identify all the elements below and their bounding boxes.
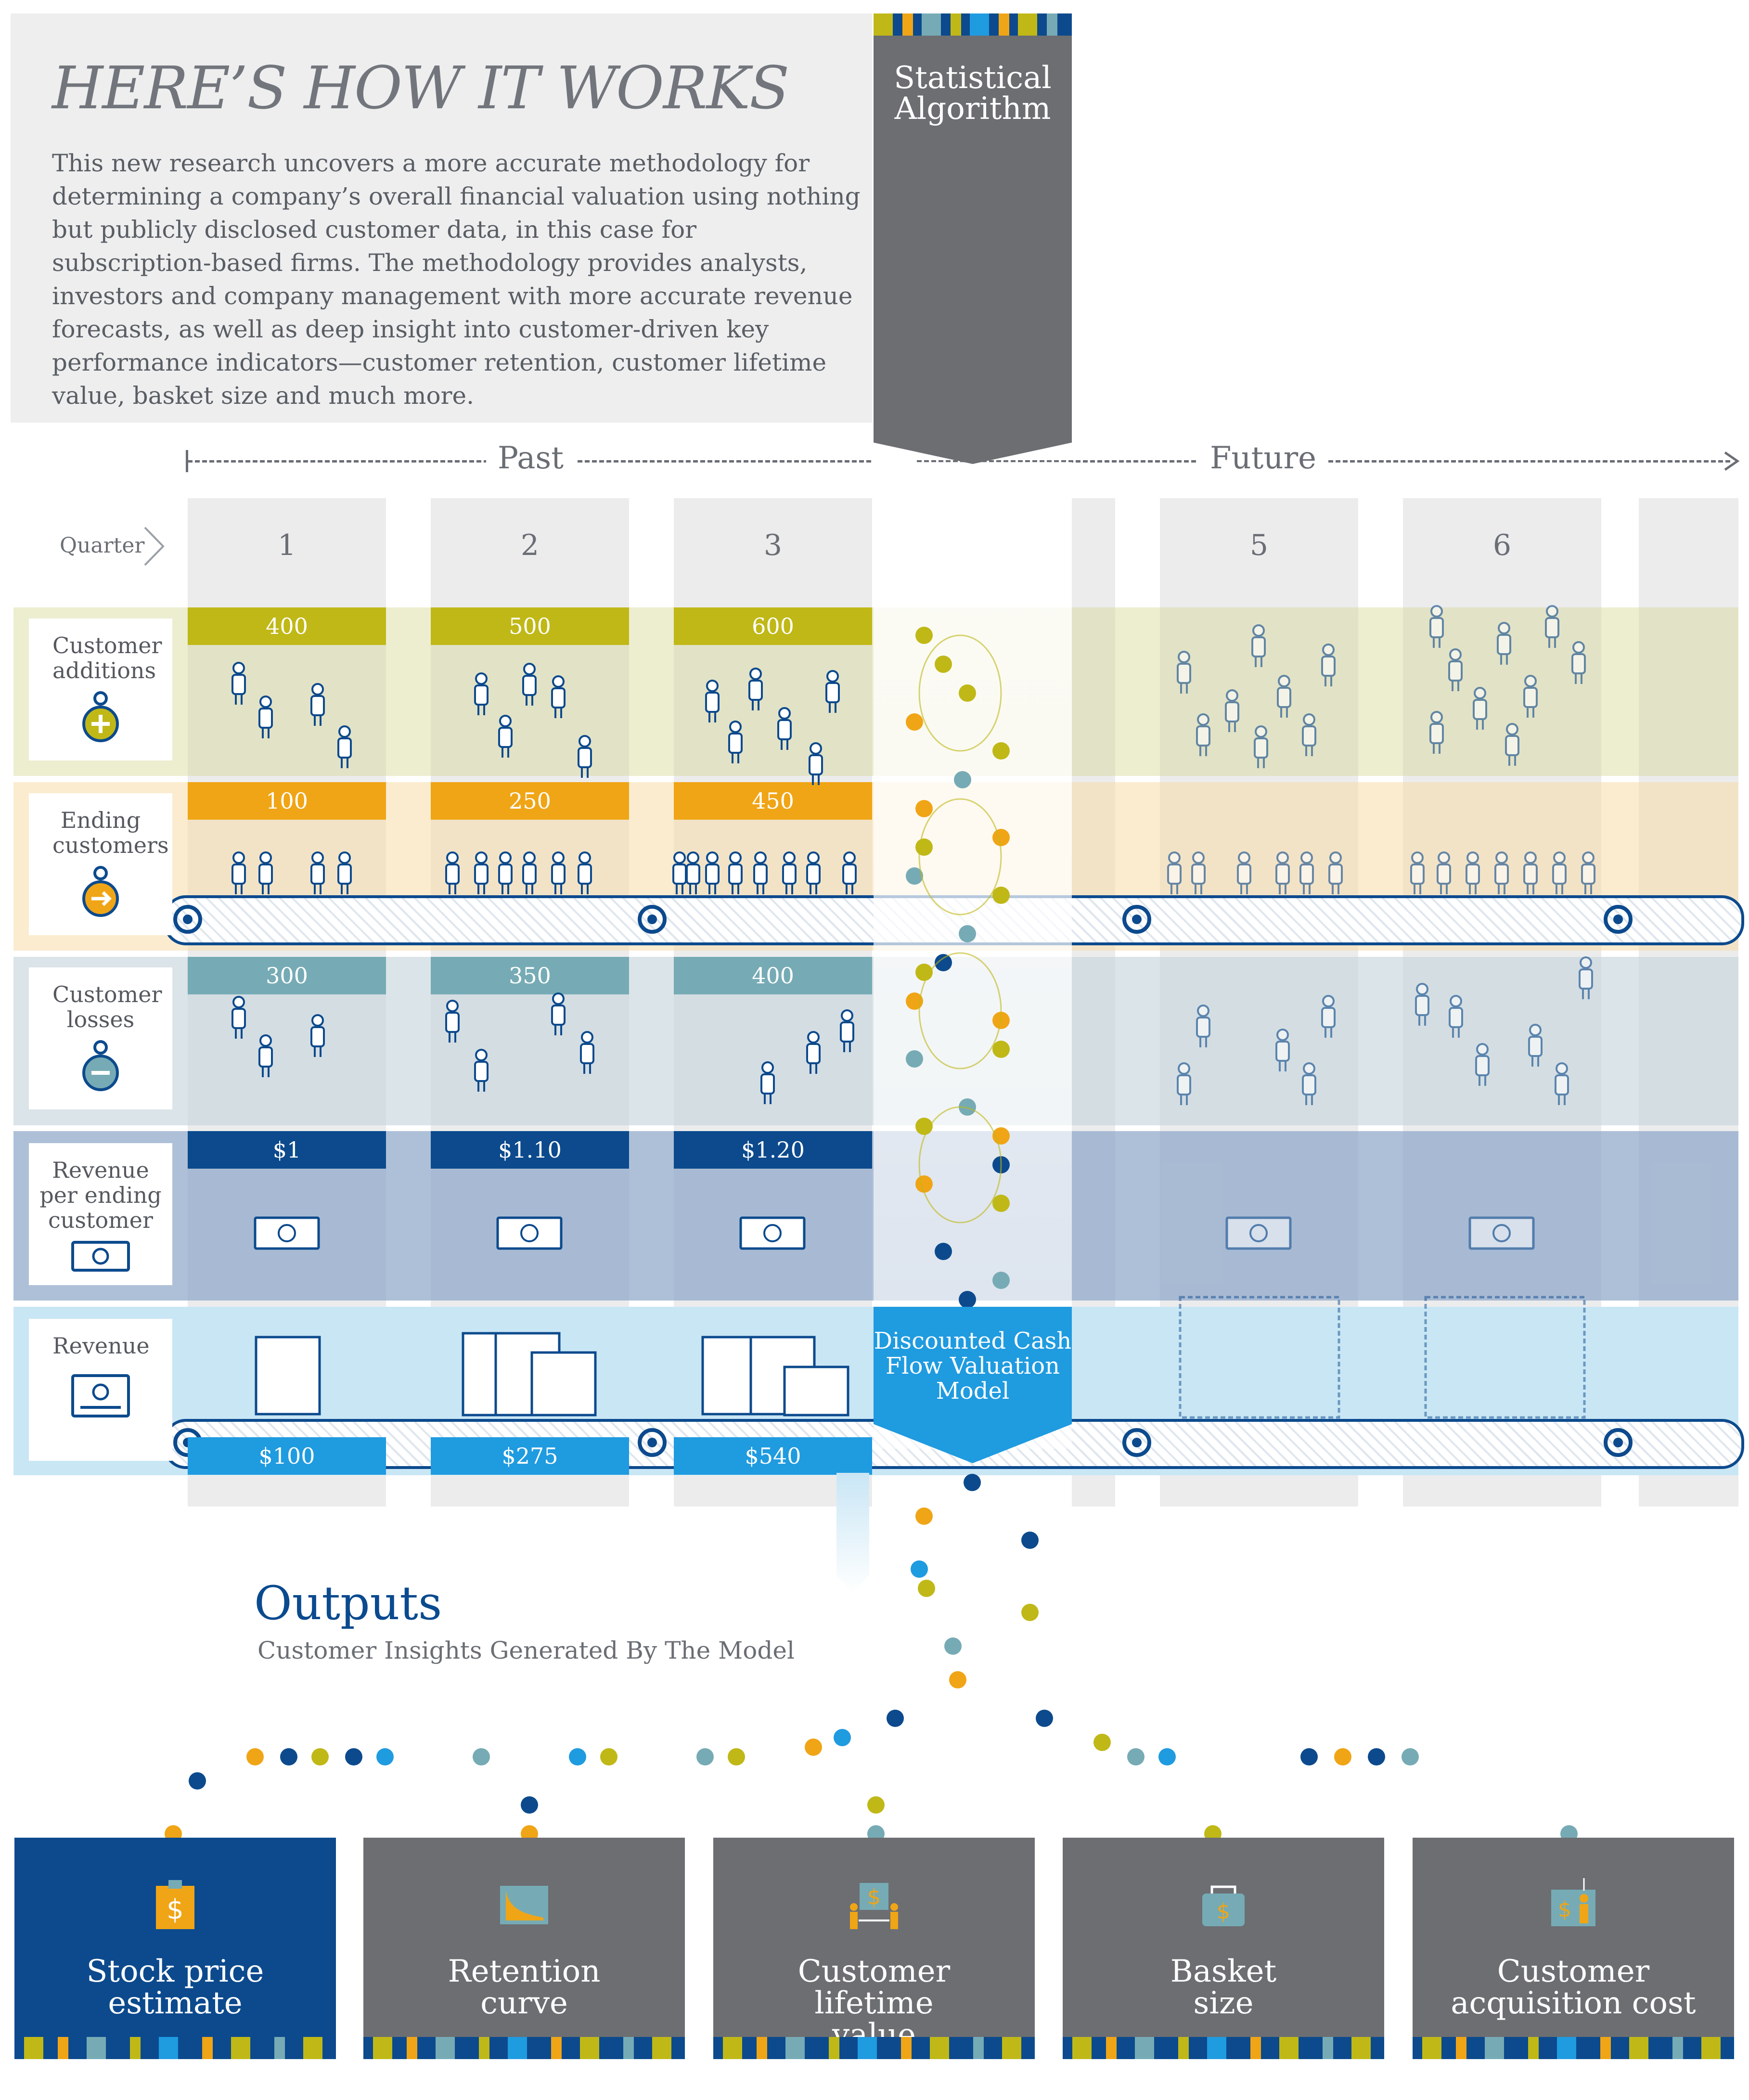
algorithm-label-line1: Statistical [894, 60, 1052, 96]
losses-label: Customer losses [52, 981, 162, 1032]
card-stripe-pattern [14, 2037, 336, 2059]
quarter-number-2: 2 [520, 528, 540, 562]
card-stripe-pattern [363, 2037, 685, 2059]
cash-bill-icon [71, 1241, 130, 1272]
future-timeline-arrow [1724, 451, 1740, 471]
additions-label: Customer additions [52, 632, 162, 683]
revenue-bill-stacks [255, 1296, 1586, 1419]
revenue-value-q1: $100 [188, 1437, 386, 1475]
algorithm-stripe-pattern [874, 13, 1072, 36]
quarter-label: Quarter [60, 533, 145, 558]
page-title: HERE’S HOW IT WORKS [52, 54, 789, 122]
quarter-number-3: 3 [763, 528, 783, 562]
valuation-model-label: Discounted Cash Flow Valuation Model [874, 1327, 1072, 1404]
revenue-per-label-box: Revenue per ending customer [29, 1143, 172, 1285]
additions-value-q1: 400 [188, 607, 386, 645]
output-card-basket-size: $ Basket size [1063, 1838, 1384, 2059]
output-card-lifetime-value: $ Customer lifetime value [713, 1838, 1035, 2059]
ending-value-q2: 250 [431, 782, 629, 820]
card-stripe-pattern [1063, 2037, 1384, 2059]
revenue-per-label: Revenue per ending customer [39, 1157, 162, 1233]
quarter-chevron-icon [144, 527, 165, 566]
past-label: Past [486, 440, 575, 476]
card-stripe-pattern [713, 2037, 1035, 2059]
algorithm-banner [874, 36, 1072, 464]
ending-label-box: Ending customers [29, 793, 172, 935]
losses-label-box: Customer losses [29, 967, 172, 1109]
retention-curve-label: Retention curve [448, 1954, 601, 2021]
customer-loss-icon [82, 1040, 119, 1091]
quarter-number-1: 1 [277, 528, 296, 562]
losses-value-q3: 400 [674, 957, 872, 994]
future-label: Future [1198, 440, 1328, 476]
svg-text:$: $ [867, 1885, 881, 1909]
ending-value-q3: 450 [674, 782, 872, 820]
retention-curve-icon [500, 1886, 548, 1924]
card-stripe-pattern [1413, 2037, 1734, 2059]
outputs-title: Outputs [254, 1576, 442, 1630]
quarter-number-5: 5 [1249, 528, 1269, 562]
revenue-label: Revenue [52, 1333, 150, 1359]
revenue-value-q2: $275 [431, 1437, 629, 1475]
valuation-model-banner [874, 1307, 1072, 1463]
acquisition-cost-icon: $ [1551, 1878, 1595, 1926]
intro-card [11, 13, 872, 423]
cash-register-icon [71, 1374, 130, 1417]
algorithm-label: Statistical Algorithm [874, 63, 1072, 124]
intro-text: This new research uncovers a more accura… [52, 149, 861, 410]
customer-ending-icon [82, 866, 119, 917]
losses-value-q2: 350 [431, 957, 629, 994]
quarter-number-6: 6 [1492, 528, 1512, 562]
stock-price-label: Stock price estimate [86, 1954, 264, 2021]
losses-value-q1: 300 [188, 957, 386, 994]
output-connector-dots [165, 1474, 1578, 1839]
revenue-per-value-q1: $1 [188, 1131, 386, 1169]
outputs-subtitle: Customer Insights Generated By The Model [257, 1636, 795, 1664]
stock-price-icon: $ [156, 1880, 194, 1929]
svg-text:$: $ [1558, 1897, 1571, 1922]
acquisition-cost-label: Customer acquisition cost [1451, 1954, 1696, 2021]
additions-label-box: Customer additions [29, 618, 172, 760]
additions-value-q3: 600 [674, 607, 872, 645]
svg-text:$: $ [1217, 1899, 1230, 1924]
revenue-per-value-q2: $1.10 [431, 1131, 629, 1169]
revenue-per-value-q3: $1.20 [674, 1131, 872, 1169]
revenue-label-box: Revenue [29, 1319, 172, 1461]
basket-size-label: Basket size [1170, 1954, 1277, 2021]
ending-value-q1: 100 [188, 782, 386, 820]
basket-icon: $ [1202, 1885, 1245, 1926]
output-card-stock-price: $ Stock price estimate [14, 1838, 336, 2059]
lifetime-value-icon: $ [850, 1883, 898, 1929]
customer-add-icon [82, 691, 119, 742]
revenue-down-arrow [836, 1473, 869, 1593]
revenue-value-q3: $540 [674, 1437, 872, 1475]
algorithm-label-line2: Algorithm [894, 91, 1051, 127]
svg-text:$: $ [167, 1894, 184, 1925]
output-card-acquisition-cost: $ Customer acquisition cost [1413, 1838, 1734, 2059]
lifetime-value-label: Customer lifetime value [797, 1954, 951, 2053]
dna-helix-dots [906, 627, 1010, 1308]
additions-value-q2: 500 [431, 607, 629, 645]
past-timeline-start-tick [186, 450, 188, 472]
output-card-retention-curve: Retention curve [363, 1838, 685, 2059]
